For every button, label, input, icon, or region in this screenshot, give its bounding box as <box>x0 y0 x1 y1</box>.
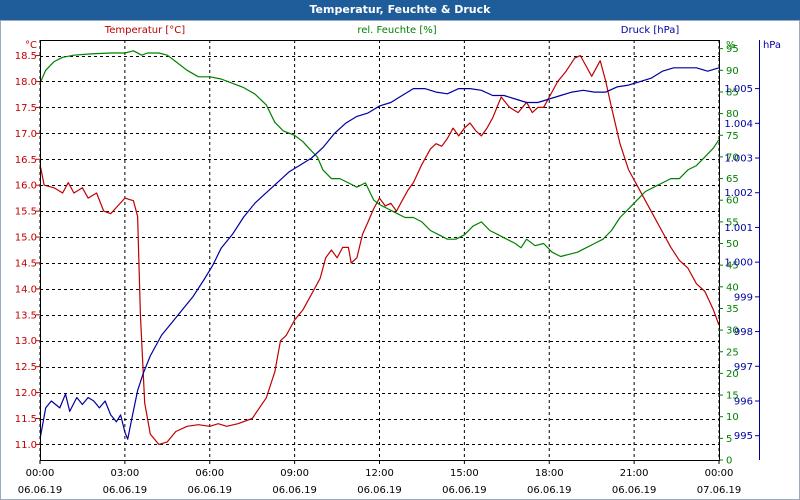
pressure-tick-label: 1.000 <box>724 258 753 269</box>
x-tick-time: 18:00 <box>535 468 564 479</box>
series-line-humidity <box>39 50 720 258</box>
humidity-tick-label: 0 <box>726 456 732 467</box>
temperature-tick-label: 14.0 <box>15 284 37 295</box>
x-tick-time: 06:00 <box>195 468 224 479</box>
temperature-tick-label: 18.5 <box>15 51 37 62</box>
humidity-tick-label: 85 <box>726 87 739 98</box>
temperature-tick-label: 13.0 <box>15 336 37 347</box>
series-lines <box>39 50 720 445</box>
humidity-axis-title: rel. Feuchte [%] <box>357 25 436 36</box>
series-line-temperature <box>39 55 720 445</box>
humidity-tick-label: 50 <box>726 239 739 250</box>
grid <box>39 40 720 460</box>
humidity-tick-label: 65 <box>726 174 739 185</box>
x-tick-date: 06.06.19 <box>103 485 148 496</box>
temperature-tick-label: 13.5 <box>15 310 37 321</box>
x-tick-time: 15:00 <box>450 468 479 479</box>
x-tick-date: 06.06.19 <box>442 485 487 496</box>
pressure-tick-label: 996 <box>734 396 753 407</box>
temperature-tick-label: 14.5 <box>15 258 37 269</box>
humidity-tick-label: 45 <box>726 261 739 272</box>
pressure-tick-label: 999 <box>734 292 753 303</box>
temperature-tick-label: 16.5 <box>15 155 37 166</box>
series-line-pressure <box>39 67 720 440</box>
pressure-unit-label: hPa <box>763 40 781 51</box>
humidity-tick-label: 30 <box>726 326 739 337</box>
chart-svg: 11.0 11.5 12.0 12.5 13.0 13.5 14.0 14.5 15.0 15.5… <box>0 20 800 500</box>
temperature-unit-label: °C <box>25 40 37 51</box>
pressure-axis-title: Druck [hPa] <box>621 25 680 36</box>
temperature-tick-label: 15.0 <box>15 233 37 244</box>
temperature-tick-label: 17.5 <box>15 103 37 114</box>
temperature-tick-label: 18.0 <box>15 77 37 88</box>
x-tick-time: 09:00 <box>280 468 309 479</box>
humidity-tick-label: 15 <box>726 391 739 402</box>
humidity-tick-label: 90 <box>726 66 739 77</box>
humidity-tick-label: 55 <box>726 217 739 228</box>
x-tick-date: 06.06.19 <box>527 485 572 496</box>
pressure-tick-label: 1.003 <box>724 154 753 165</box>
x-tick-time: 21:00 <box>620 468 649 479</box>
humidity-unit-label: % <box>726 40 736 51</box>
pressure-tick-label: 1.005 <box>724 84 753 95</box>
x-tick-time: 00:00 <box>705 468 734 479</box>
humidity-tick-label: 25 <box>726 347 739 358</box>
humidity-tick-label: 5 <box>726 434 732 445</box>
pressure-tick-label: 997 <box>734 362 753 373</box>
pressure-tick-label: 1.004 <box>724 119 753 130</box>
humidity-tick-label: 35 <box>726 304 739 315</box>
x-tick-time: 00:00 <box>26 468 55 479</box>
humidity-tick-label: 60 <box>726 196 739 207</box>
x-tick-date: 07.06.19 <box>697 485 742 496</box>
temperature-axis-title: Temperatur [°C] <box>104 25 185 36</box>
x-tick-date: 06.06.19 <box>187 485 232 496</box>
temperature-tick-label: 12.5 <box>15 362 37 373</box>
x-tick-date: 06.06.19 <box>612 485 657 496</box>
x-tick-time: 03:00 <box>110 468 139 479</box>
window-title: Temperatur, Feuchte & Druck <box>0 0 800 20</box>
humidity-tick-label: 20 <box>726 369 739 380</box>
temperature-tick-label: 17.0 <box>15 129 37 140</box>
humidity-tick-label: 40 <box>726 282 739 293</box>
temperature-tick-label: 15.5 <box>15 207 37 218</box>
temperature-tick-label: 12.0 <box>15 388 37 399</box>
pressure-tick-label: 1.001 <box>724 223 753 234</box>
x-tick-date: 06.06.19 <box>18 485 63 496</box>
humidity-tick-label: 70 <box>726 152 739 163</box>
pressure-tick-label: 995 <box>734 431 753 442</box>
temperature-tick-label: 11.5 <box>15 414 37 425</box>
temperature-tick-label: 16.0 <box>15 181 37 192</box>
humidity-tick-label: 75 <box>726 131 739 142</box>
humidity-tick-label: 95 <box>726 44 739 55</box>
humidity-tick-label: 10 <box>726 412 739 423</box>
pressure-tick-label: 998 <box>734 327 753 338</box>
humidity-tick-label: 80 <box>726 109 739 120</box>
x-tick-date: 06.06.19 <box>272 485 317 496</box>
pressure-tick-label: 1.002 <box>724 188 753 199</box>
axis-labels: 11.0 11.5 12.0 12.5 13.0 13.5 14.0 14.5 15.0 15.5… <box>15 25 781 496</box>
x-tick-date: 06.06.19 <box>357 485 402 496</box>
temperature-tick-label: 11.0 <box>15 440 37 451</box>
x-tick-time: 12:00 <box>365 468 394 479</box>
